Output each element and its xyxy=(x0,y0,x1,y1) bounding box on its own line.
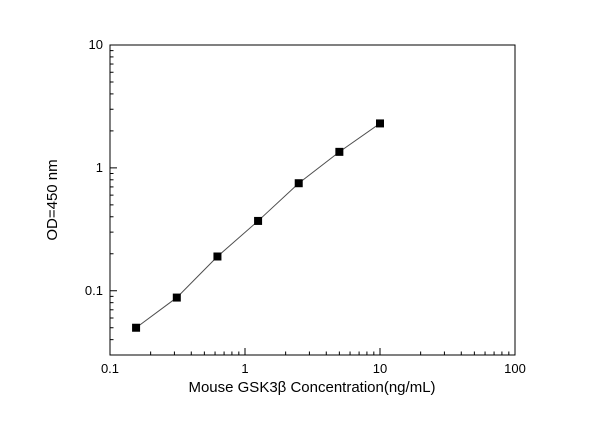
x-tick-label: 10 xyxy=(373,361,387,376)
x-tick-label: 0.1 xyxy=(101,361,119,376)
tick-labels: 0.1 1 10 100 0.1 1 10 xyxy=(85,37,526,376)
series-layer xyxy=(132,119,384,332)
y-axis-label: OD=450 nm xyxy=(44,159,61,240)
data-point xyxy=(335,147,344,156)
y-tick-label: 0.1 xyxy=(85,283,103,298)
data-point xyxy=(376,119,384,128)
curve-line xyxy=(135,123,381,329)
x-tick-label: 100 xyxy=(504,361,526,376)
data-point xyxy=(254,216,263,225)
data-point xyxy=(132,323,141,332)
data-point xyxy=(294,179,303,188)
data-point xyxy=(172,293,181,302)
y-tick-label: 1 xyxy=(96,160,103,175)
x-tick-label: 1 xyxy=(241,361,248,376)
data-point xyxy=(213,252,222,261)
plot-frame xyxy=(109,44,516,356)
x-axis-label: Mouse GSK3β Concentration(ng/mL) xyxy=(188,379,435,396)
axis-ticks xyxy=(109,44,516,355)
y-tick-label: 10 xyxy=(89,37,103,52)
